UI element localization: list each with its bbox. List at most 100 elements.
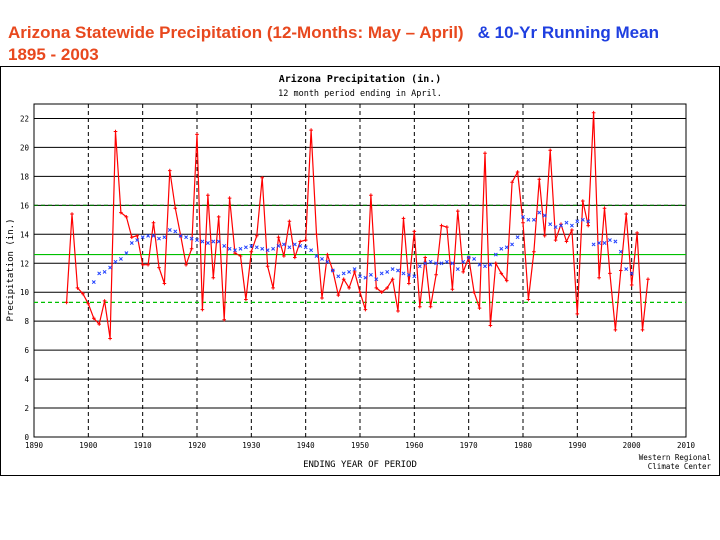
annual-point bbox=[374, 286, 379, 290]
annual-point bbox=[385, 286, 389, 290]
annual-point bbox=[591, 110, 596, 115]
y-tick-label: 18 bbox=[20, 172, 30, 181]
annual-point bbox=[488, 323, 493, 328]
running-mean-point bbox=[200, 239, 205, 244]
running-mean-point bbox=[298, 243, 303, 248]
x-tick-label: 1970 bbox=[460, 441, 479, 450]
running-mean-point bbox=[330, 268, 335, 273]
running-mean-point bbox=[624, 267, 629, 272]
annual-point bbox=[521, 220, 525, 225]
annual-point bbox=[216, 215, 221, 219]
running-mean-point bbox=[564, 220, 569, 225]
annual-point bbox=[608, 271, 612, 276]
y-tick-label: 4 bbox=[24, 375, 29, 384]
y-tick-label: 8 bbox=[24, 317, 29, 326]
running-mean-point bbox=[162, 235, 167, 240]
running-mean-point bbox=[412, 274, 417, 279]
annual-point bbox=[320, 296, 324, 300]
running-mean-point bbox=[347, 269, 352, 274]
x-tick-label: 1950 bbox=[351, 441, 370, 450]
annual-point bbox=[401, 216, 406, 221]
running-mean-point bbox=[607, 238, 612, 243]
running-mean-point bbox=[265, 248, 270, 253]
x-tick-label: 2010 bbox=[677, 441, 696, 450]
x-tick-label: 1900 bbox=[79, 441, 98, 450]
running-mean-point bbox=[531, 217, 536, 222]
running-mean-point bbox=[488, 262, 493, 267]
annual-point bbox=[119, 210, 123, 215]
annual-point bbox=[515, 170, 520, 174]
annual-point bbox=[564, 239, 569, 244]
x-axis-label: ENDING YEAR OF PERIOD bbox=[303, 460, 417, 470]
annual-point bbox=[265, 264, 270, 268]
annual-point bbox=[140, 262, 145, 267]
annual-point bbox=[369, 193, 373, 197]
running-mean-point bbox=[205, 241, 210, 245]
annual-point bbox=[418, 304, 422, 309]
running-mean-point bbox=[396, 268, 400, 273]
running-mean-point bbox=[385, 269, 390, 274]
annual-point bbox=[336, 293, 341, 297]
annual-point bbox=[439, 223, 444, 228]
annual-point bbox=[135, 234, 139, 238]
running-mean-point bbox=[249, 243, 254, 248]
reference-lines bbox=[34, 204, 686, 303]
y-tick-label: 0 bbox=[24, 433, 29, 442]
annual-point bbox=[255, 234, 259, 238]
running-mean-point bbox=[548, 222, 553, 227]
annual-point bbox=[293, 255, 297, 260]
running-mean-point bbox=[243, 245, 248, 250]
annual-point bbox=[407, 281, 411, 286]
annual-point bbox=[581, 199, 585, 203]
running-mean-point bbox=[102, 269, 107, 274]
annual-point bbox=[298, 239, 302, 244]
annual-point bbox=[206, 193, 210, 197]
running-mean-point bbox=[135, 238, 140, 243]
y-tick-label: 20 bbox=[20, 143, 30, 152]
running-mean-point bbox=[97, 271, 102, 276]
annual-point bbox=[434, 273, 438, 277]
annual-point bbox=[358, 290, 362, 294]
annual-point bbox=[314, 232, 319, 237]
running-mean-point bbox=[569, 223, 574, 228]
annual-point bbox=[227, 196, 232, 200]
x-tick-labels: 1890 1900 1910 1920 1930 1940 1950 1960 1970 1980… bbox=[25, 441, 696, 450]
annual-point bbox=[287, 219, 292, 224]
running-mean-point bbox=[178, 233, 183, 238]
annual-point bbox=[619, 268, 623, 273]
annual-point bbox=[222, 317, 226, 322]
running-mean-point bbox=[602, 241, 607, 245]
running-mean-point bbox=[276, 243, 281, 248]
running-mean-point bbox=[504, 245, 509, 250]
annual-point bbox=[640, 328, 645, 332]
annual-point bbox=[532, 249, 536, 254]
running-mean-point bbox=[173, 229, 178, 234]
running-mean-point bbox=[515, 235, 520, 240]
annual-point bbox=[195, 132, 199, 137]
running-mean-point bbox=[439, 261, 444, 266]
y-tick-label: 16 bbox=[20, 201, 30, 210]
running-mean-point bbox=[455, 267, 460, 272]
running-mean-point bbox=[428, 259, 433, 264]
running-mean-point bbox=[537, 210, 542, 215]
running-mean-point bbox=[368, 272, 373, 277]
running-mean-point bbox=[597, 241, 602, 245]
running-mean-point bbox=[401, 271, 406, 276]
annual-point bbox=[146, 262, 150, 267]
x-tick-label: 1940 bbox=[297, 441, 316, 450]
annual-point bbox=[102, 299, 107, 303]
running-mean-point bbox=[374, 277, 379, 282]
annual-point bbox=[282, 254, 286, 258]
annual-point bbox=[211, 275, 216, 280]
annual-point bbox=[363, 307, 368, 312]
annual-point bbox=[477, 306, 482, 310]
annual-point bbox=[586, 223, 590, 228]
running-mean-point bbox=[521, 214, 525, 219]
annual-point bbox=[86, 302, 91, 306]
x-tick-label: 1980 bbox=[514, 441, 533, 450]
annual-point bbox=[249, 249, 254, 254]
running-mean-point bbox=[118, 256, 123, 261]
annual-point bbox=[646, 277, 650, 281]
running-mean-point bbox=[542, 213, 547, 218]
running-mean-point bbox=[189, 236, 194, 241]
